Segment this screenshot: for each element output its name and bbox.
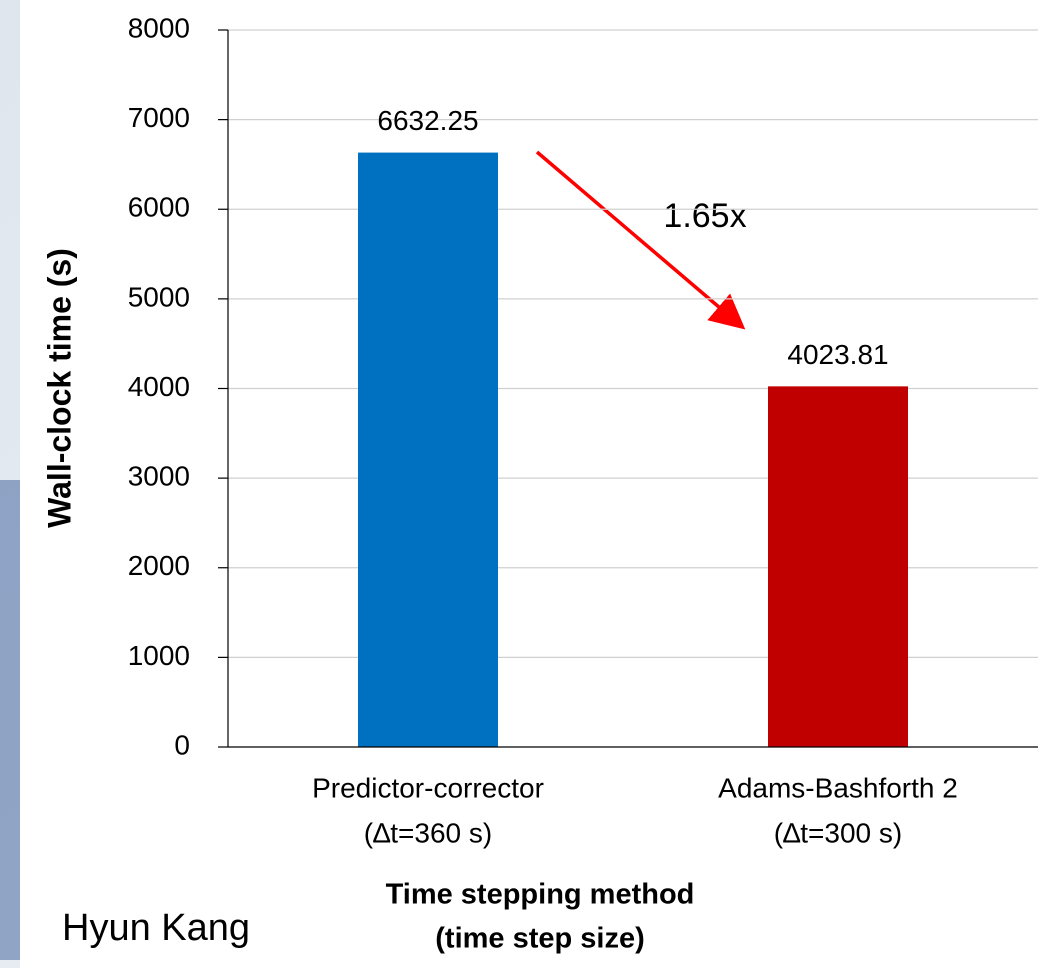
x-tick-label: (∆t=300 s) — [774, 817, 902, 848]
x-axis-label: (time step size) — [435, 923, 645, 955]
y-tick-label: 0 — [174, 729, 190, 760]
y-tick-label: 8000 — [128, 12, 190, 43]
y-tick-label: 3000 — [128, 461, 190, 492]
y-tick-label: 4000 — [128, 371, 190, 402]
y-axis-label: Wall-clock time (s) — [41, 248, 77, 528]
bar — [768, 386, 908, 747]
y-tick-label: 2000 — [128, 550, 190, 581]
y-tick-label: 6000 — [128, 192, 190, 223]
x-tick-label: Predictor-corrector — [312, 772, 544, 803]
bar — [358, 152, 498, 747]
y-tick-label: 7000 — [128, 102, 190, 133]
y-tick-label: 1000 — [128, 640, 190, 671]
y-tick-label: 5000 — [128, 281, 190, 312]
annotation: 1.65x — [663, 197, 746, 235]
value-label: 6632.25 — [377, 105, 478, 136]
x-tick-label: (∆t=360 s) — [364, 817, 492, 848]
author: Hyun Kang — [62, 907, 250, 949]
x-axis-label: Time stepping method — [386, 879, 695, 911]
x-tick-label: Adams-Bashforth 2 — [718, 772, 958, 803]
annotation-arrow — [535, 150, 746, 330]
value-label: 4023.81 — [787, 339, 888, 370]
